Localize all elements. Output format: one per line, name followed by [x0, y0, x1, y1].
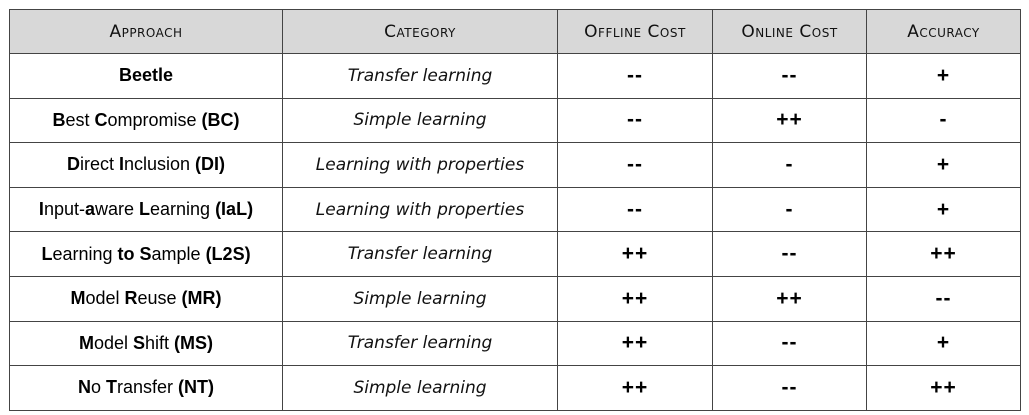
approach-text-part: irect: [79, 154, 119, 175]
approach-text-part: a: [84, 199, 95, 220]
cell-approach: Best Compromise (BC): [9, 97, 283, 144]
approach-text-part: hift: [145, 332, 175, 353]
cell-approach: Model Shift (MS): [9, 320, 283, 367]
cell-accuracy: +: [866, 186, 1021, 233]
approach-text-part: D: [66, 154, 80, 175]
approach-text-part: T: [106, 377, 117, 398]
cell-online-cost: --: [712, 320, 867, 367]
approach-text-part: I: [118, 154, 124, 175]
approach-text-part: Beetle: [118, 65, 174, 86]
approach-text-part: ware: [94, 199, 139, 220]
table-body: Beetle Transfer learning -- -- + Best Comprom…: [9, 53, 1021, 411]
cell-approach: No Transfer (NT): [9, 365, 283, 411]
cell-offline-cost: --: [557, 53, 713, 99]
cell-offline-cost: --: [557, 186, 713, 233]
approach-text-part: M: [78, 332, 94, 353]
approach-text-part: odel: [85, 288, 125, 309]
cell-category: Transfer learning: [282, 53, 558, 99]
approach-text-part: M: [70, 288, 86, 309]
header-accuracy: Accuracy: [866, 9, 1021, 54]
table-row: Best Compromise (BC) Simple learning -- ++ -: [9, 97, 1021, 144]
cell-offline-cost: ++: [557, 231, 713, 277]
cell-offline-cost: --: [557, 142, 713, 188]
cell-category: Learning with properties: [282, 186, 558, 233]
cell-category: Simple learning: [282, 97, 558, 144]
table-row: Learning to Sample (L2S) Transfer learnin…: [9, 231, 1021, 277]
approach-text-part: earning: [52, 243, 118, 264]
table-row: Input-aware Learning (IaL) Learning with …: [9, 186, 1021, 233]
approach-text-part: L: [41, 243, 53, 264]
table-row: Direct Inclusion (DI) Learning with prope…: [9, 142, 1021, 188]
header-offline-cost: Offline Cost: [557, 9, 713, 54]
approach-text-part: L: [139, 199, 150, 220]
cell-accuracy: ++: [866, 231, 1021, 277]
approach-text-part: odel: [93, 332, 133, 353]
approach-text-part: N: [77, 377, 91, 398]
header-approach: Approach: [9, 9, 283, 54]
cell-accuracy: ++: [866, 365, 1021, 411]
table-row: Beetle Transfer learning -- -- +: [9, 53, 1021, 99]
cell-online-cost: -: [712, 186, 867, 233]
cell-online-cost: --: [712, 53, 867, 99]
approach-text-part: R: [124, 288, 138, 309]
cell-approach: Beetle: [9, 53, 283, 99]
approach-text-part: euse: [137, 288, 182, 309]
approach-text-part: ransfer: [117, 377, 179, 398]
approach-text-part: est: [65, 109, 95, 130]
approach-text-part: (MR): [181, 288, 222, 309]
approach-text-part: ompromise: [107, 109, 202, 130]
approach-text-part: S: [133, 332, 146, 353]
cell-category: Transfer learning: [282, 231, 558, 277]
header-row: Approach Category Offline Cost Online Co…: [9, 9, 1021, 54]
approach-text-part: (NT): [178, 377, 215, 398]
cell-approach: Learning to Sample (L2S): [9, 231, 283, 277]
approach-text-part: S: [139, 243, 152, 264]
cell-approach: Input-aware Learning (IaL): [9, 186, 283, 233]
cell-online-cost: -: [712, 142, 867, 188]
approach-text-part: (MS): [174, 332, 214, 353]
approach-text-part: (DI): [195, 154, 226, 175]
table-header: Approach Category Offline Cost Online Co…: [9, 9, 1021, 54]
approach-text-part: (IaL): [215, 199, 254, 220]
cell-online-cost: ++: [712, 97, 867, 144]
table-row: Model Shift (MS) Transfer learning ++ -- +: [9, 320, 1021, 367]
cell-category: Transfer learning: [282, 320, 558, 367]
cell-offline-cost: --: [557, 97, 713, 144]
cell-accuracy: +: [866, 53, 1021, 99]
cell-online-cost: --: [712, 365, 867, 411]
cell-category: Simple learning: [282, 275, 558, 322]
cell-category: Simple learning: [282, 365, 558, 411]
approach-text-part: nput-: [43, 199, 85, 220]
approach-text-part: I: [38, 199, 44, 220]
cell-accuracy: -: [866, 97, 1021, 144]
approach-text-part: B: [52, 109, 66, 130]
cell-offline-cost: ++: [557, 320, 713, 367]
comparison-table: Approach Category Offline Cost Online Co…: [9, 9, 1021, 411]
approach-text-part: ample: [151, 243, 206, 264]
approach-text-part: C: [94, 109, 108, 130]
cell-offline-cost: ++: [557, 275, 713, 322]
approach-text-part: to: [117, 243, 135, 264]
header-category: Category: [282, 9, 558, 54]
approach-text-part: earning: [150, 199, 216, 220]
approach-text-part: nclusion: [123, 154, 196, 175]
approach-text-part: (L2S): [205, 243, 251, 264]
cell-approach: Direct Inclusion (DI): [9, 142, 283, 188]
cell-approach: Model Reuse (MR): [9, 275, 283, 322]
table-row: Model Reuse (MR) Simple learning ++ ++ --: [9, 275, 1021, 322]
header-online-cost: Online Cost: [712, 9, 867, 54]
table-row: No Transfer (NT) Simple learning ++ -- ++: [9, 365, 1021, 411]
cell-category: Learning with properties: [282, 142, 558, 188]
cell-online-cost: ++: [712, 275, 867, 322]
cell-accuracy: +: [866, 320, 1021, 367]
approach-text-part: o: [90, 377, 106, 398]
cell-accuracy: --: [866, 275, 1021, 322]
cell-online-cost: --: [712, 231, 867, 277]
approach-text-part: (BC): [201, 109, 240, 130]
cell-accuracy: +: [866, 142, 1021, 188]
cell-offline-cost: ++: [557, 365, 713, 411]
